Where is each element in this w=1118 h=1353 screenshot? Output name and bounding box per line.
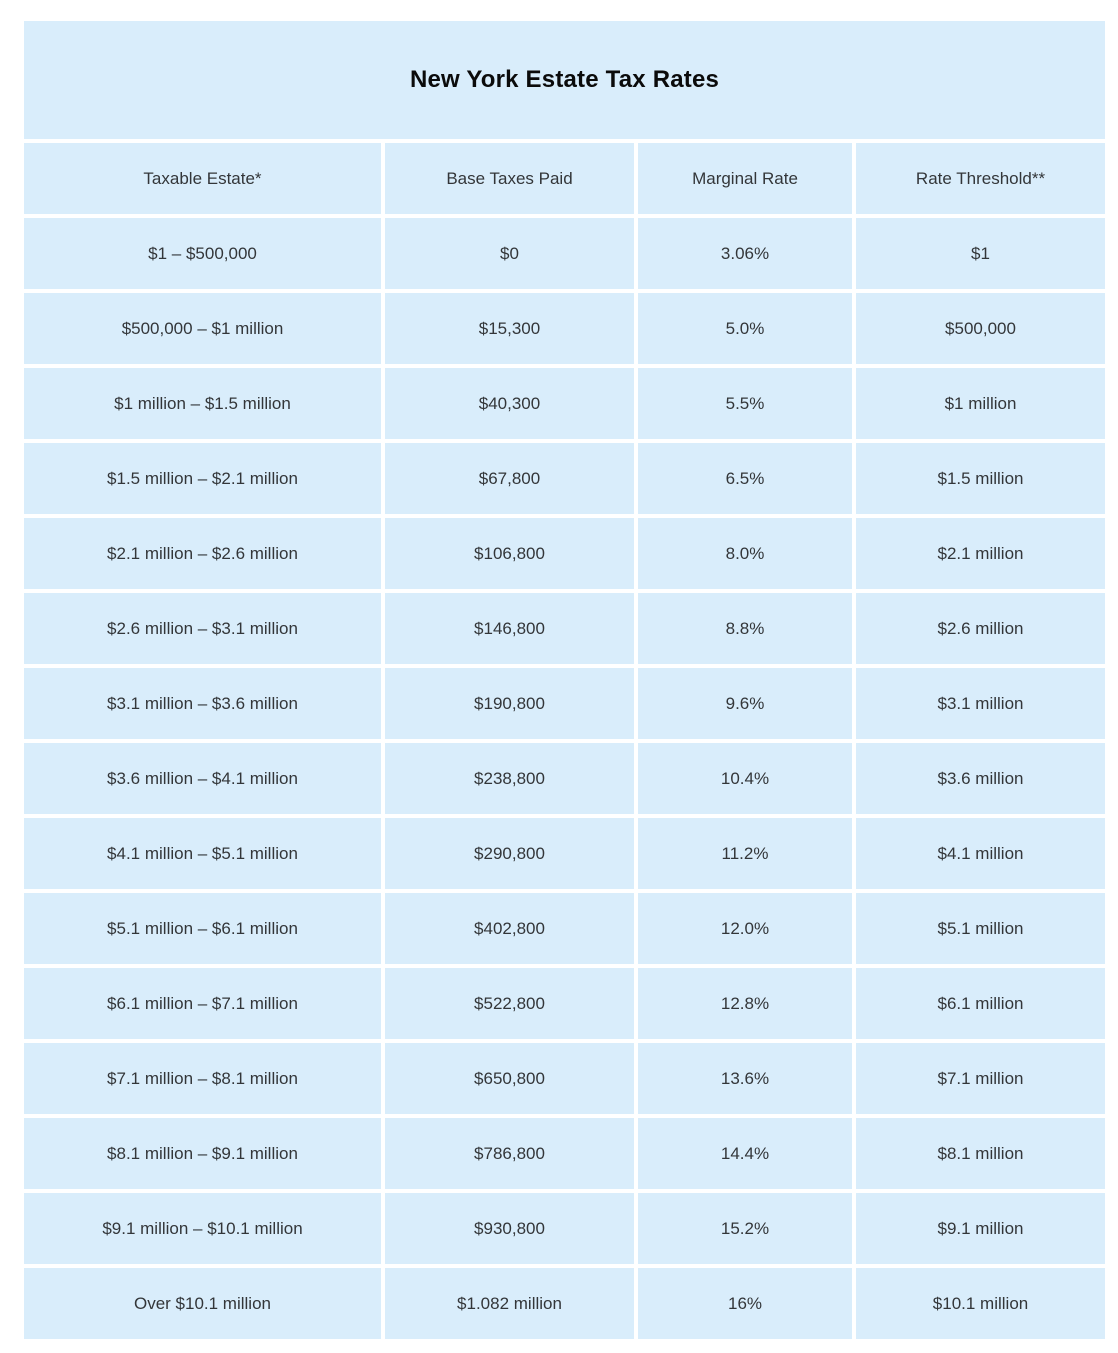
table-row: $1.5 million – $2.1 million $67,800 6.5%… — [24, 443, 1106, 514]
table-cell-marginal-rate: 14.4% — [638, 1118, 852, 1189]
table-cell-marginal-rate: 5.5% — [638, 368, 852, 439]
table-cell-marginal-rate: 13.6% — [638, 1043, 852, 1114]
table-title: New York Estate Tax Rates — [24, 21, 1106, 139]
table-cell-marginal-rate: 9.6% — [638, 668, 852, 739]
table-cell-rate-threshold: $10.1 million — [856, 1268, 1106, 1339]
table-cell-marginal-rate: 6.5% — [638, 443, 852, 514]
table-cell-rate-threshold: $500,000 — [856, 293, 1106, 364]
estate-tax-rates-table: New York Estate Tax Rates Taxable Estate… — [20, 17, 1109, 1343]
table-row: $1 million – $1.5 million $40,300 5.5% $… — [24, 368, 1106, 439]
table-cell-marginal-rate: 12.8% — [638, 968, 852, 1039]
table-cell-marginal-rate: 3.06% — [638, 218, 852, 289]
table-title-row: New York Estate Tax Rates — [24, 21, 1106, 139]
table-cell-rate-threshold: $4.1 million — [856, 818, 1106, 889]
table-cell-rate-threshold: $2.6 million — [856, 593, 1106, 664]
table-cell-taxable-estate: $5.1 million – $6.1 million — [24, 893, 381, 964]
table-cell-base-taxes-paid: $1.082 million — [385, 1268, 634, 1339]
table-cell-rate-threshold: $5.1 million — [856, 893, 1106, 964]
table-cell-rate-threshold: $1 — [856, 218, 1106, 289]
table-cell-taxable-estate: $6.1 million – $7.1 million — [24, 968, 381, 1039]
table-header-row: Taxable Estate* Base Taxes Paid Marginal… — [24, 143, 1106, 214]
table-cell-base-taxes-paid: $402,800 — [385, 893, 634, 964]
table-cell-marginal-rate: 16% — [638, 1268, 852, 1339]
table-row: $3.6 million – $4.1 million $238,800 10.… — [24, 743, 1106, 814]
table-cell-base-taxes-paid: $930,800 — [385, 1193, 634, 1264]
table-cell-rate-threshold: $3.1 million — [856, 668, 1106, 739]
table-cell-rate-threshold: $2.1 million — [856, 518, 1106, 589]
table-cell-taxable-estate: $3.6 million – $4.1 million — [24, 743, 381, 814]
table-row: $2.6 million – $3.1 million $146,800 8.8… — [24, 593, 1106, 664]
table-row: $7.1 million – $8.1 million $650,800 13.… — [24, 1043, 1106, 1114]
table-row: $1 – $500,000 $0 3.06% $1 — [24, 218, 1106, 289]
column-header-rate-threshold: Rate Threshold** — [856, 143, 1106, 214]
table-cell-taxable-estate: $3.1 million – $3.6 million — [24, 668, 381, 739]
table-cell-marginal-rate: 11.2% — [638, 818, 852, 889]
table-cell-marginal-rate: 5.0% — [638, 293, 852, 364]
table-cell-base-taxes-paid: $290,800 — [385, 818, 634, 889]
table-row: $4.1 million – $5.1 million $290,800 11.… — [24, 818, 1106, 889]
table-cell-base-taxes-paid: $190,800 — [385, 668, 634, 739]
table-cell-rate-threshold: $1 million — [856, 368, 1106, 439]
table-cell-base-taxes-paid: $106,800 — [385, 518, 634, 589]
table-cell-marginal-rate: 15.2% — [638, 1193, 852, 1264]
table-cell-base-taxes-paid: $522,800 — [385, 968, 634, 1039]
table-cell-taxable-estate: $500,000 – $1 million — [24, 293, 381, 364]
table-cell-rate-threshold: $1.5 million — [856, 443, 1106, 514]
table-cell-marginal-rate: 8.8% — [638, 593, 852, 664]
table-cell-base-taxes-paid: $0 — [385, 218, 634, 289]
table-cell-base-taxes-paid: $67,800 — [385, 443, 634, 514]
table-cell-base-taxes-paid: $650,800 — [385, 1043, 634, 1114]
table-cell-marginal-rate: 8.0% — [638, 518, 852, 589]
column-header-marginal-rate: Marginal Rate — [638, 143, 852, 214]
table-cell-taxable-estate: $4.1 million – $5.1 million — [24, 818, 381, 889]
table-cell-taxable-estate: $1.5 million – $2.1 million — [24, 443, 381, 514]
table-cell-rate-threshold: $6.1 million — [856, 968, 1106, 1039]
table-row: $2.1 million – $2.6 million $106,800 8.0… — [24, 518, 1106, 589]
table-cell-base-taxes-paid: $146,800 — [385, 593, 634, 664]
column-header-taxable-estate: Taxable Estate* — [24, 143, 381, 214]
column-header-base-taxes-paid: Base Taxes Paid — [385, 143, 634, 214]
table-cell-base-taxes-paid: $15,300 — [385, 293, 634, 364]
table-row: $500,000 – $1 million $15,300 5.0% $500,… — [24, 293, 1106, 364]
table-cell-base-taxes-paid: $786,800 — [385, 1118, 634, 1189]
table-row: Over $10.1 million $1.082 million 16% $1… — [24, 1268, 1106, 1339]
table-body: $1 – $500,000 $0 3.06% $1 $500,000 – $1 … — [24, 218, 1106, 1339]
table-row: $3.1 million – $3.6 million $190,800 9.6… — [24, 668, 1106, 739]
table-cell-taxable-estate: $2.1 million – $2.6 million — [24, 518, 381, 589]
table-cell-taxable-estate: $7.1 million – $8.1 million — [24, 1043, 381, 1114]
table-cell-rate-threshold: $8.1 million — [856, 1118, 1106, 1189]
table-cell-taxable-estate: $9.1 million – $10.1 million — [24, 1193, 381, 1264]
table-row: $8.1 million – $9.1 million $786,800 14.… — [24, 1118, 1106, 1189]
table-cell-rate-threshold: $9.1 million — [856, 1193, 1106, 1264]
table-row: $6.1 million – $7.1 million $522,800 12.… — [24, 968, 1106, 1039]
table-cell-taxable-estate: Over $10.1 million — [24, 1268, 381, 1339]
table-row: $9.1 million – $10.1 million $930,800 15… — [24, 1193, 1106, 1264]
table-cell-base-taxes-paid: $40,300 — [385, 368, 634, 439]
table-cell-marginal-rate: 12.0% — [638, 893, 852, 964]
table-cell-rate-threshold: $7.1 million — [856, 1043, 1106, 1114]
table-cell-marginal-rate: 10.4% — [638, 743, 852, 814]
table-row: $5.1 million – $6.1 million $402,800 12.… — [24, 893, 1106, 964]
table-cell-taxable-estate: $1 million – $1.5 million — [24, 368, 381, 439]
table-cell-taxable-estate: $8.1 million – $9.1 million — [24, 1118, 381, 1189]
table-cell-base-taxes-paid: $238,800 — [385, 743, 634, 814]
table-cell-taxable-estate: $2.6 million – $3.1 million — [24, 593, 381, 664]
table-cell-rate-threshold: $3.6 million — [856, 743, 1106, 814]
table-cell-taxable-estate: $1 – $500,000 — [24, 218, 381, 289]
